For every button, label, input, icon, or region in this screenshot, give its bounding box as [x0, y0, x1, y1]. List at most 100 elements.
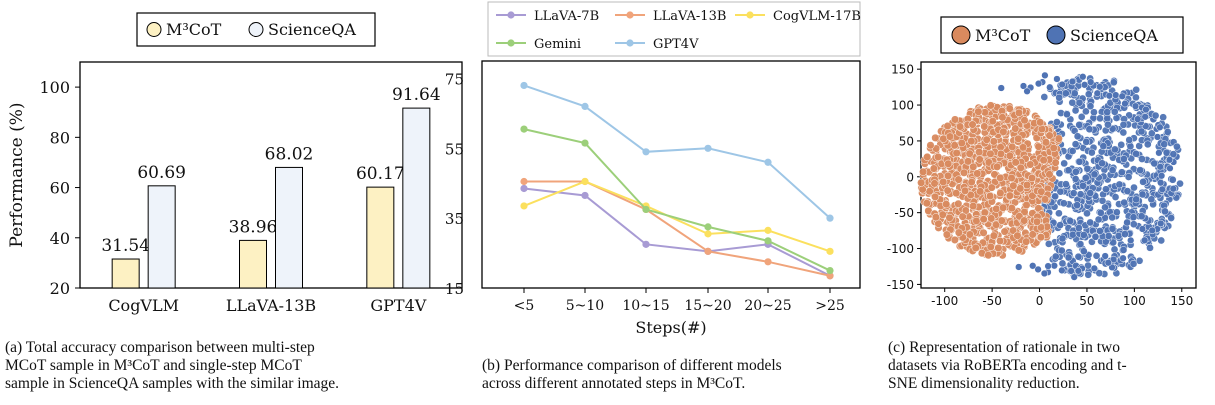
bar-a-1-1 — [275, 166, 303, 289]
scatter-point-m3cot — [1028, 174, 1037, 183]
scatter-point-scienceqa — [1148, 129, 1156, 138]
scatter-point-m3cot — [958, 212, 967, 221]
scatter-point-m3cot — [950, 141, 959, 150]
scatter-point-scienceqa — [1066, 217, 1075, 225]
plot-b-ytick-label: 15 — [445, 280, 464, 298]
scatter-point-m3cot — [942, 200, 951, 209]
legend-b-marker — [507, 39, 515, 47]
scatter-point-scienceqa — [1109, 78, 1118, 87]
scatter-point-m3cot — [986, 192, 995, 201]
point-b-GPT4V — [581, 102, 589, 110]
scatter-point-scienceqa — [1074, 267, 1083, 275]
caption-c-line-3: SNE dimensionality reduction. — [888, 375, 1080, 392]
scatter-point-m3cot — [943, 186, 952, 195]
scatter-point-m3cot — [944, 159, 953, 168]
scatter-point-m3cot — [1019, 143, 1028, 152]
plot-c-xtick-label: 50 — [1079, 294, 1094, 308]
scatter-point-scienceqa — [1148, 226, 1156, 235]
scatter-point-m3cot — [1037, 187, 1046, 196]
scatter-point-m3cot — [1022, 201, 1031, 210]
scatter-point-scienceqa — [1096, 114, 1104, 123]
bar-a-value-label: 68.02 — [265, 144, 314, 164]
scatter-point-scienceqa — [1132, 93, 1140, 102]
scatter-point-scienceqa — [1073, 201, 1081, 209]
scatter-point-scienceqa — [1137, 127, 1146, 136]
scatter-c-points — [917, 71, 1184, 281]
scatter-point-scienceqa — [1073, 132, 1082, 141]
scatter-point-scienceqa — [1101, 252, 1109, 260]
point-b-LLaVA-13B — [764, 258, 772, 266]
scatter-point-m3cot — [1009, 181, 1018, 190]
scatter-point-scienceqa — [1096, 227, 1104, 235]
scatter-point-scienceqa — [1040, 269, 1049, 278]
scatter-point-scienceqa — [1120, 155, 1128, 163]
scatter-point-scienceqa — [1101, 203, 1109, 212]
scatter-point-scienceqa — [1127, 236, 1135, 245]
scatter-point-scienceqa — [1134, 115, 1142, 123]
scatter-point-m3cot — [975, 155, 984, 164]
scatter-point-scienceqa — [1118, 168, 1126, 177]
scatter-point-m3cot — [973, 169, 982, 178]
point-b-LLaVA-13B — [826, 272, 834, 280]
scatter-point-m3cot — [950, 235, 959, 244]
scatter-point-scienceqa — [1092, 251, 1101, 260]
scatter-point-scienceqa — [1064, 166, 1073, 175]
scatter-point-m3cot — [1020, 116, 1029, 125]
scatter-point-scienceqa — [1155, 149, 1163, 157]
scatter-point-m3cot — [982, 135, 991, 144]
point-b-Gemini — [704, 223, 712, 231]
legend-a-label: M³CoT — [166, 20, 222, 39]
scatter-point-m3cot — [960, 186, 970, 195]
scatter-point-scienceqa — [1123, 218, 1131, 227]
scatter-point-scienceqa — [1121, 230, 1129, 238]
scatter-point-m3cot — [931, 213, 940, 222]
scatter-point-scienceqa — [1085, 125, 1094, 134]
scatter-point-m3cot — [1036, 223, 1046, 232]
scatter-point-scienceqa — [1064, 253, 1073, 262]
point-b-Gemini — [520, 125, 528, 133]
scatter-point-m3cot — [1032, 217, 1042, 226]
scatter-point-scienceqa — [1015, 263, 1023, 271]
legend-b-label: GPT4V — [653, 37, 699, 52]
scatter-point-scienceqa — [1082, 107, 1090, 116]
scatter-point-m3cot — [934, 152, 943, 161]
plot-b-xtick-label: 15~20 — [684, 298, 731, 314]
caption-a: (a) Total accuracy comparison between mu… — [5, 339, 465, 393]
plot-b-frame — [481, 60, 861, 289]
point-b-CogVLM-17B — [520, 202, 528, 210]
scatter-point-scienceqa — [1046, 83, 1054, 91]
scatter-point-m3cot — [1045, 170, 1054, 179]
line-b-LLaVA-13B — [524, 180, 831, 277]
scatter-point-scienceqa — [1091, 232, 1100, 241]
legend-b-label: Gemini — [534, 37, 581, 52]
scatter-point-scienceqa — [1167, 214, 1175, 222]
scatter-point-scienceqa — [1084, 270, 1093, 279]
scatter-point-scienceqa — [1117, 140, 1126, 149]
legend-c-label: M³CoT — [975, 26, 1031, 45]
plot-c-xtick-label: 0 — [1036, 294, 1044, 308]
legend-b-marker — [746, 11, 754, 19]
bar-a-0-1 — [239, 239, 267, 289]
scatter-point-scienceqa — [1060, 159, 1069, 168]
plot-c-ytick-label: 50 — [899, 134, 914, 148]
plot-b-ytick-label: 55 — [445, 140, 464, 158]
scatter-point-scienceqa — [1086, 102, 1095, 111]
scatter-point-scienceqa — [1090, 264, 1098, 273]
scatter-point-m3cot — [994, 243, 1003, 252]
plot-a-ytick-label: 20 — [50, 279, 70, 298]
scatter-point-scienceqa — [1080, 81, 1089, 89]
scatter-point-scienceqa — [1068, 230, 1077, 239]
scatter-point-scienceqa — [1102, 185, 1110, 194]
legend-b-label: LLaVA-13B — [653, 9, 726, 24]
line-b-Gemini — [523, 128, 831, 272]
legend-b-label: CogVLM-17B — [773, 9, 861, 24]
scatter-point-m3cot — [986, 101, 995, 110]
scatter-point-m3cot — [1041, 138, 1051, 147]
scatter-point-m3cot — [963, 157, 973, 166]
scatter-point-m3cot — [1009, 226, 1018, 235]
scatter-point-scienceqa — [1093, 89, 1101, 97]
scatter-point-scienceqa — [1079, 181, 1087, 190]
scatter-point-scienceqa — [1119, 246, 1128, 254]
scatter-point-scienceqa — [1132, 195, 1141, 204]
bar-a-value-label: 31.54 — [101, 236, 150, 256]
